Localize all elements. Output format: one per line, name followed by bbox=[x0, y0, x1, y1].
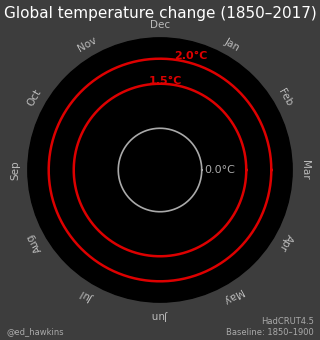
Text: Dec: Dec bbox=[150, 20, 170, 30]
Text: Sep: Sep bbox=[10, 160, 20, 180]
Text: Mar: Mar bbox=[300, 160, 310, 180]
Text: HadCRUT4.5
Baseline: 1850–1900: HadCRUT4.5 Baseline: 1850–1900 bbox=[226, 317, 314, 337]
Text: 2.0°C: 2.0°C bbox=[174, 51, 207, 61]
Text: Apr: Apr bbox=[276, 232, 294, 253]
Text: @ed_hawkins: @ed_hawkins bbox=[6, 328, 64, 337]
Text: Aug: Aug bbox=[25, 231, 44, 254]
Text: 1.5°C: 1.5°C bbox=[149, 76, 182, 86]
Text: May: May bbox=[220, 286, 244, 305]
Text: Feb: Feb bbox=[276, 87, 294, 108]
Text: Oct: Oct bbox=[26, 87, 44, 108]
Circle shape bbox=[28, 38, 292, 302]
Text: Nov: Nov bbox=[76, 35, 99, 54]
Text: Jun: Jun bbox=[152, 310, 168, 320]
Text: Jan: Jan bbox=[223, 36, 242, 53]
Text: 0.0°C: 0.0°C bbox=[204, 165, 236, 175]
Text: Global temperature change (1850–2017): Global temperature change (1850–2017) bbox=[4, 6, 316, 21]
Text: Jul: Jul bbox=[80, 288, 96, 303]
